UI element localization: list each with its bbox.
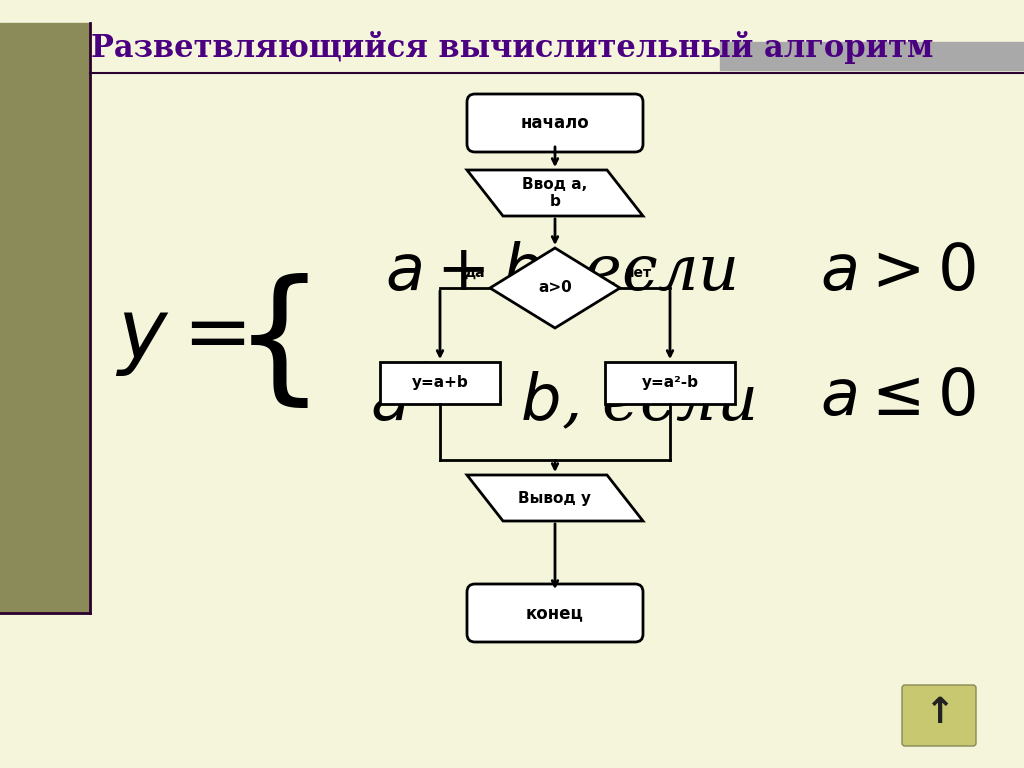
Text: конец: конец xyxy=(526,604,584,622)
Polygon shape xyxy=(467,170,643,216)
Text: y=a+b: y=a+b xyxy=(412,376,468,390)
Text: $y =$: $y =$ xyxy=(115,298,246,378)
Text: y=a²-b: y=a²-b xyxy=(641,376,698,390)
Text: Вывод у: Вывод у xyxy=(518,491,592,505)
Bar xyxy=(380,362,500,404)
Text: $a^2 - b$, если: $a^2 - b$, если xyxy=(370,362,755,433)
Text: $a > 0$: $a > 0$ xyxy=(820,242,976,304)
Bar xyxy=(0,23,90,613)
Polygon shape xyxy=(490,248,620,328)
FancyBboxPatch shape xyxy=(902,685,976,746)
FancyBboxPatch shape xyxy=(467,94,643,152)
Bar xyxy=(605,362,735,404)
Text: да: да xyxy=(464,266,485,280)
Text: a>0: a>0 xyxy=(539,280,571,296)
Polygon shape xyxy=(467,475,643,521)
Text: ↑: ↑ xyxy=(924,696,954,730)
Text: Разветвляющийся вычислительный алгоритм: Разветвляющийся вычислительный алгоритм xyxy=(91,31,933,65)
Text: начало: начало xyxy=(520,114,590,132)
FancyBboxPatch shape xyxy=(467,584,643,642)
Text: $a + b$, если: $a + b$, если xyxy=(385,242,736,304)
Text: Ввод а,
b: Ввод а, b xyxy=(522,177,588,209)
Text: нет: нет xyxy=(625,266,652,280)
Text: $\{$: $\{$ xyxy=(232,273,308,413)
Bar xyxy=(720,42,1024,70)
Text: $a \leq 0$: $a \leq 0$ xyxy=(820,367,976,429)
